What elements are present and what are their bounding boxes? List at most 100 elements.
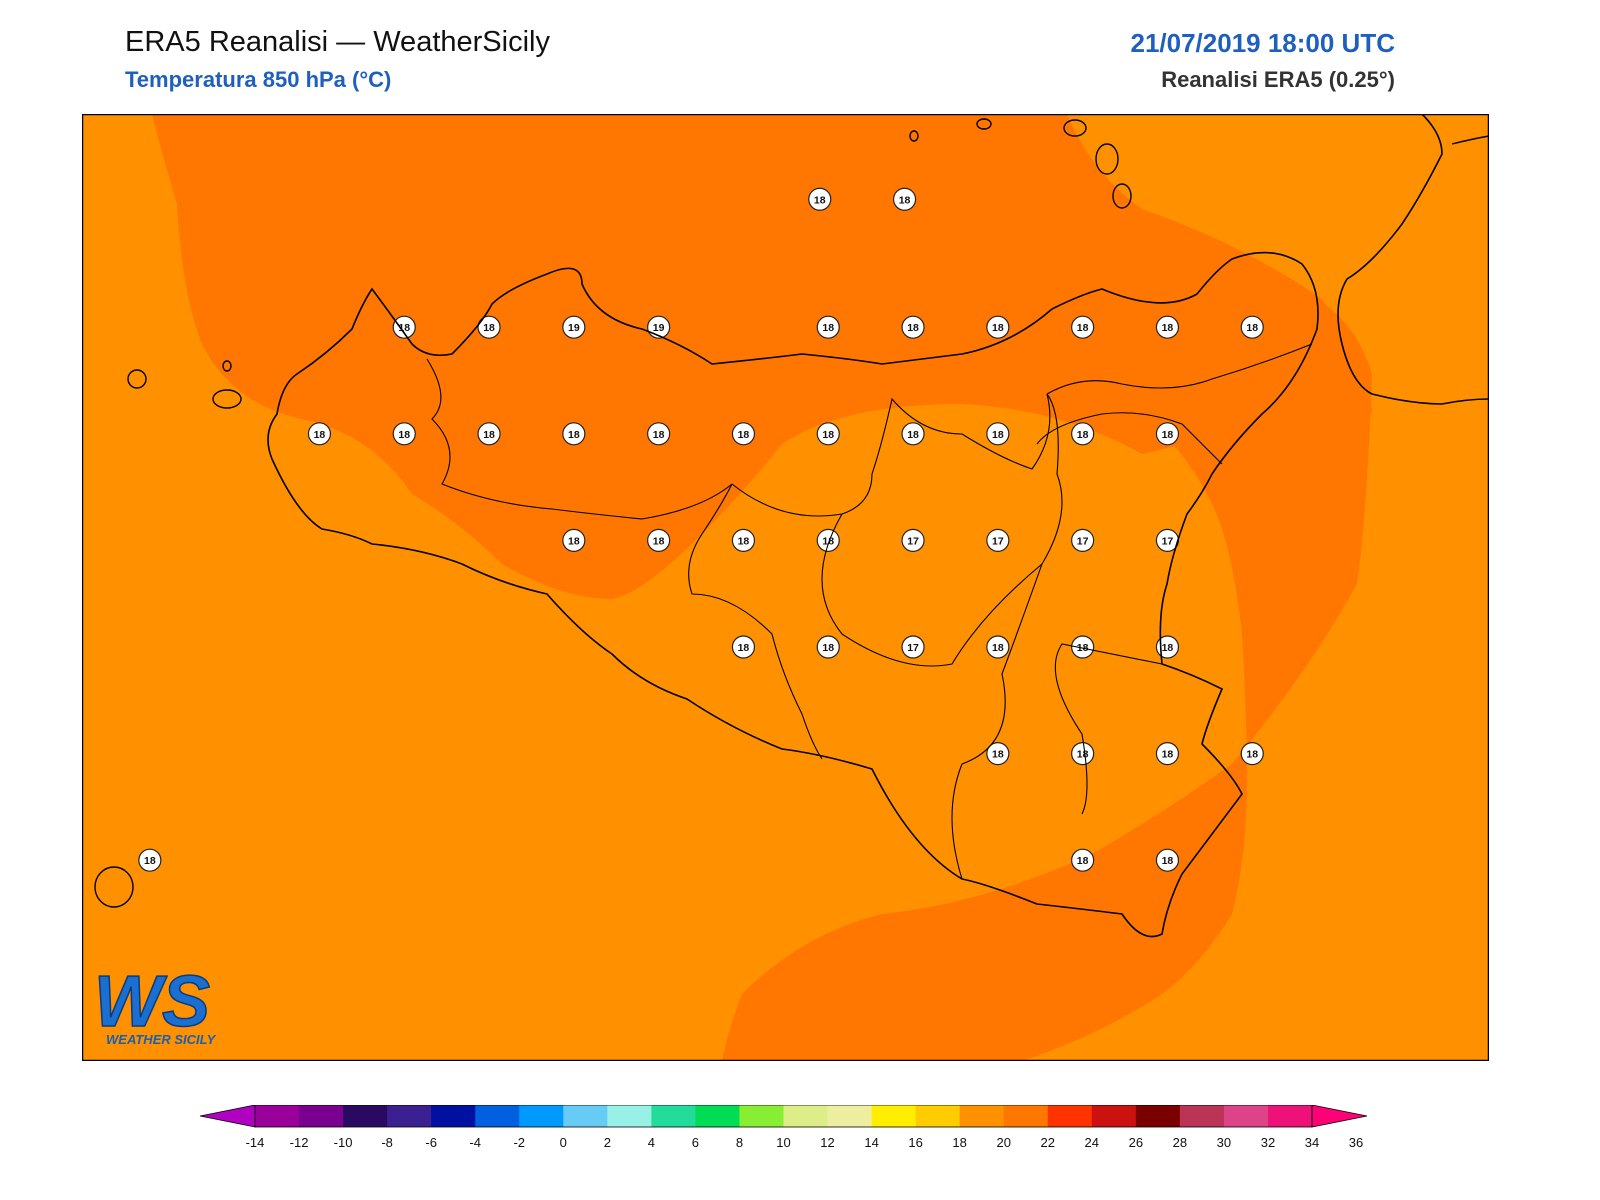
colorbar-tick-label: 10 (776, 1135, 790, 1150)
colorbar-bin (343, 1105, 388, 1127)
colorbar-tick-label: 30 (1217, 1135, 1231, 1150)
station-circle (1071, 422, 1095, 446)
station-circle (986, 315, 1010, 339)
colorbar-tick-label: -6 (425, 1135, 437, 1150)
station-marker: 18 (1071, 741, 1095, 766)
colorbar-bin (1003, 1105, 1049, 1127)
station-value: 18 (1162, 322, 1174, 334)
station-circle (477, 422, 501, 446)
station-value: 18 (1077, 855, 1089, 867)
station-marker: 18 (892, 187, 917, 211)
station-value: 17 (907, 535, 919, 547)
colorbar-bin (1223, 1105, 1269, 1127)
station-circle (986, 741, 1010, 766)
station-marker: 18 (138, 848, 162, 872)
station-value: 19 (568, 322, 580, 334)
station-marker: 19 (562, 315, 586, 339)
pantelleria-island (94, 866, 134, 908)
station-value: 18 (822, 429, 834, 441)
colorbar-tick-label: 6 (692, 1135, 699, 1150)
station-value: 18 (822, 322, 834, 334)
station-marker: 18 (1071, 848, 1095, 872)
station-value: 18 (144, 855, 156, 867)
colorbar-bin (739, 1105, 784, 1127)
station-value: 17 (1162, 535, 1174, 547)
station-value: 18 (568, 535, 580, 547)
station-circle (138, 848, 162, 872)
station-circle (1071, 848, 1095, 872)
station-circle (392, 315, 416, 339)
station-marker: 18 (1240, 315, 1264, 339)
station-circle (816, 315, 840, 339)
colorbar-tick-label: 22 (1041, 1135, 1055, 1150)
station-circle (731, 422, 756, 446)
station-circle (816, 635, 840, 659)
station-marker: 17 (1071, 528, 1095, 552)
station-value: 18 (398, 322, 410, 334)
colorbar-tick-label: 24 (1085, 1135, 1099, 1150)
station-value: 18 (738, 429, 750, 441)
station-circle (1071, 635, 1095, 659)
station-marker: 18 (1155, 315, 1180, 339)
logo-brand: WEATHER SICILY (106, 1032, 217, 1047)
station-circle (1240, 741, 1264, 766)
station-marker: 18 (816, 315, 840, 339)
station-marker: 18 (816, 422, 840, 446)
station-circle (1155, 741, 1180, 766)
station-value: 18 (814, 194, 826, 206)
station-value: 18 (1162, 642, 1174, 654)
colorbar-bin (783, 1105, 829, 1127)
calabria-coastline (1337, 114, 1489, 405)
station-value: 18 (907, 322, 919, 334)
station-marker: 18 (1155, 848, 1180, 872)
colorbar-bin (1179, 1105, 1225, 1127)
colorbar-tick-label: 26 (1129, 1135, 1143, 1150)
colorbar-tick-label: -10 (334, 1135, 353, 1150)
map-frame (82, 114, 1489, 1061)
station-marker: 17 (901, 635, 925, 659)
station-value: 18 (653, 535, 665, 547)
station-value: 18 (992, 429, 1004, 441)
station-value: 18 (899, 194, 911, 206)
station-value: 17 (992, 535, 1004, 547)
station-marker: 18 (986, 741, 1010, 766)
station-circle (562, 422, 586, 446)
station-circle (392, 422, 416, 446)
weathersicily-logo: WS WEATHER SICILY (93, 961, 217, 1047)
colorbar-tick-label: 8 (736, 1135, 743, 1150)
station-value: 18 (483, 322, 495, 334)
colorbar-tick-label: 34 (1305, 1135, 1319, 1150)
colorbar-tick-label: 18 (952, 1135, 966, 1150)
colorbar-high-extension (1311, 1105, 1368, 1128)
station-circle (307, 422, 332, 446)
station-value: 18 (822, 535, 834, 547)
colorbar-tick-label: 2 (604, 1135, 611, 1150)
colorbar-bin (475, 1105, 520, 1127)
station-value: 18 (1077, 322, 1089, 334)
colorbar-bin (827, 1105, 873, 1127)
station-value: 18 (314, 429, 326, 441)
station-circle (816, 528, 840, 552)
station-marker: 18 (647, 422, 671, 446)
station-circle (901, 422, 925, 446)
station-marker: 17 (901, 528, 925, 552)
station-marker: 18 (731, 635, 756, 659)
temperature-map: 18 18 18 18 19 19 18 18 18 18 18 18 18 18 18 18 18 18 18 18… (82, 114, 1489, 1061)
station-value: 18 (1162, 749, 1174, 761)
station-value: 17 (907, 642, 919, 654)
station-marker: 18 (647, 528, 671, 552)
station-value: 18 (483, 429, 495, 441)
station-circle (1071, 315, 1095, 339)
colorbar-bin (387, 1105, 432, 1127)
colorbar-bin (255, 1105, 300, 1127)
station-marker: 17 (986, 528, 1010, 552)
station-circle (1155, 848, 1180, 872)
station-value: 18 (992, 322, 1004, 334)
valid-datetime: 21/07/2019 18:00 UTC (1130, 28, 1395, 58)
colorbar-bin (519, 1105, 564, 1127)
data-source-label: Reanalisi ERA5 (0.25°) (1161, 67, 1395, 92)
colorbar-low-extension (200, 1105, 256, 1128)
egadi-islands (127, 360, 242, 409)
colorbar-frame (254, 1105, 1313, 1128)
station-marker: 18 (477, 315, 501, 339)
